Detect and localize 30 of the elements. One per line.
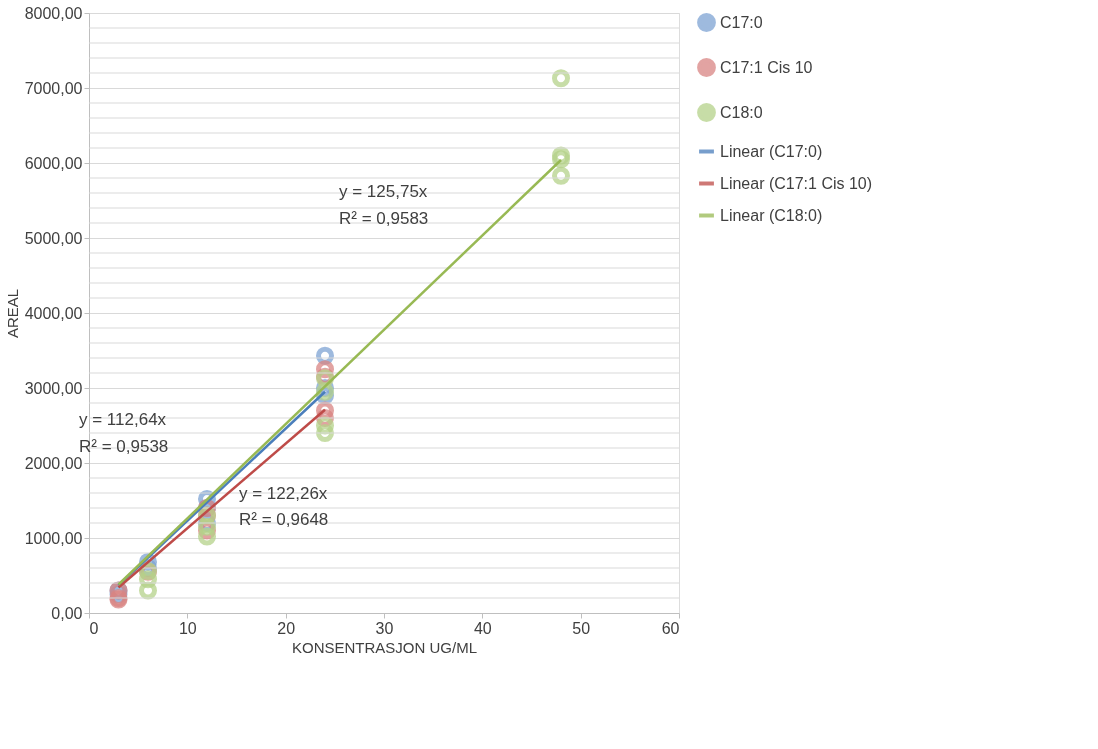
y-axis-title: AREAL — [3, 288, 21, 339]
legend-label: Linear (C18:0) — [720, 206, 823, 224]
y-tick-label: 0,00 — [51, 604, 83, 622]
x-tick-label: 40 — [473, 619, 492, 637]
y-tick-label: 7000,00 — [24, 79, 83, 97]
legend-label: C17:1 Cis 10 — [720, 58, 813, 76]
y-tick-label: 1000,00 — [24, 529, 83, 547]
legend-label: Linear (C17:0) — [720, 142, 823, 160]
legend-label: C18:0 — [720, 103, 763, 121]
x-tick-label: 20 — [277, 619, 296, 637]
x-tick-label: 0 — [89, 619, 99, 637]
y-tick-label: 8000,00 — [24, 4, 83, 22]
y-tick-label: 4000,00 — [24, 304, 83, 322]
annotation: y = 112,64x — [79, 410, 167, 429]
y-tick-label: 5000,00 — [24, 229, 83, 247]
x-axis-title: KONSENTRASJON UG/ML — [291, 638, 478, 656]
x-tick-label: 50 — [572, 619, 591, 637]
annotation: R² = 0,9648 — [239, 510, 329, 529]
x-tick-label: 10 — [178, 619, 197, 637]
annotation: y = 125,75x — [339, 182, 428, 201]
annotation: y = 122,26x — [239, 484, 328, 503]
y-tick-label: 3000,00 — [24, 379, 83, 397]
legend-label: Linear (C17:1 Cis 10) — [720, 174, 873, 192]
x-tick-label: 60 — [661, 619, 680, 637]
legend-label: C17:0 — [720, 13, 763, 31]
annotation: R² = 0,9538 — [79, 437, 169, 456]
annotation: R² = 0,9583 — [339, 209, 429, 228]
x-tick-label: 30 — [375, 619, 394, 637]
y-tick-label: 2000,00 — [24, 454, 83, 472]
y-tick-label: 6000,00 — [24, 154, 83, 172]
